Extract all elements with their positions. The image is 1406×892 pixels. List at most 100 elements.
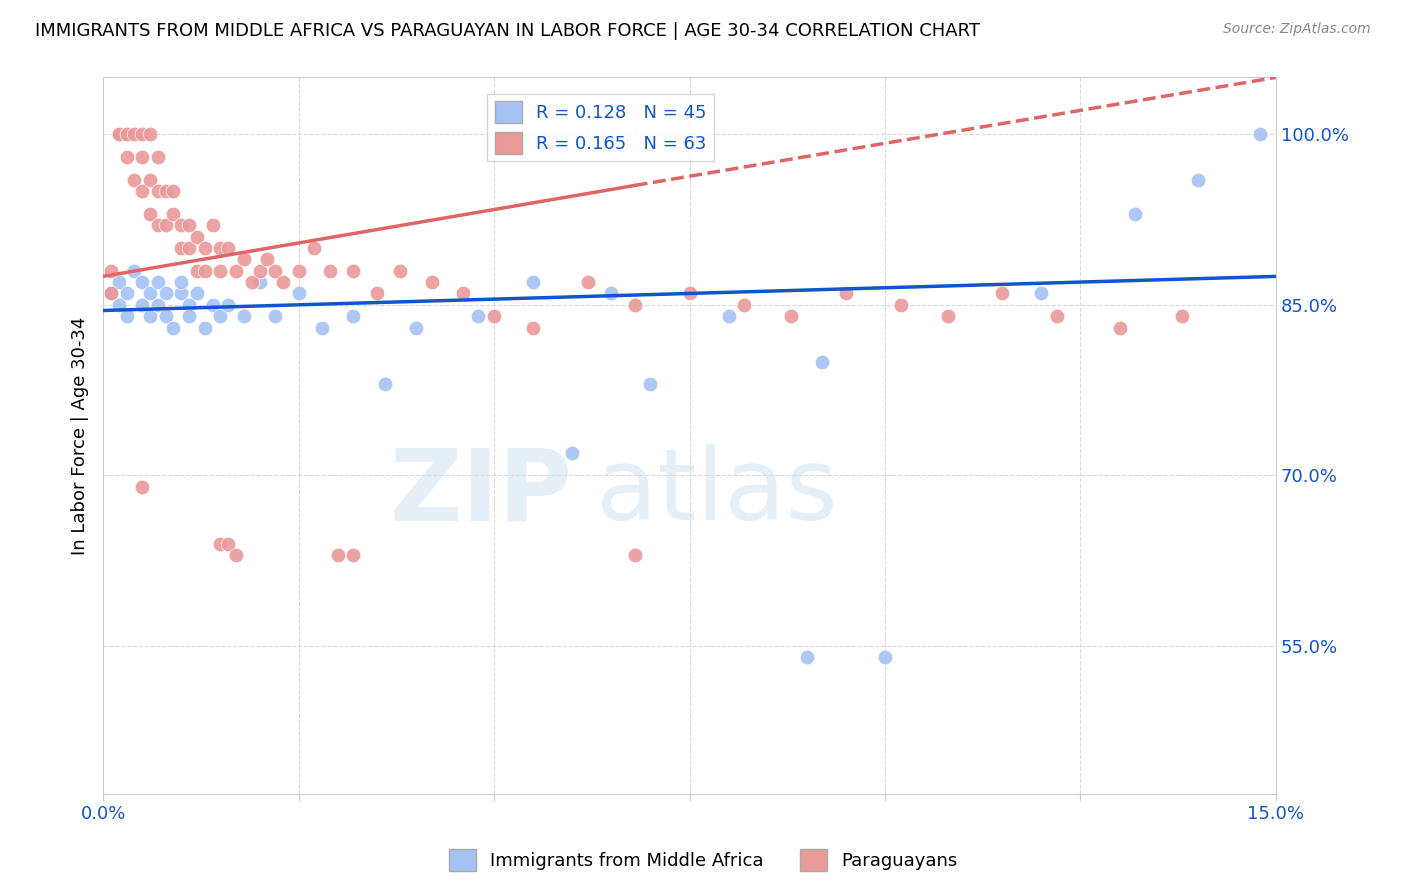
Point xyxy=(342,548,364,562)
Legend: Immigrants from Middle Africa, Paraguayans: Immigrants from Middle Africa, Paraguaya… xyxy=(441,842,965,879)
Point xyxy=(991,286,1014,301)
Point xyxy=(522,275,544,289)
Point xyxy=(420,275,443,289)
Point xyxy=(287,286,309,301)
Point xyxy=(131,128,153,142)
Point xyxy=(624,298,647,312)
Point xyxy=(366,286,388,301)
Point xyxy=(1249,128,1271,142)
Point xyxy=(201,298,224,312)
Point xyxy=(139,309,162,323)
Point xyxy=(131,480,153,494)
Point xyxy=(139,207,162,221)
Point xyxy=(179,298,201,312)
Point xyxy=(217,298,239,312)
Point xyxy=(264,263,287,277)
Point xyxy=(1123,207,1146,221)
Point xyxy=(139,128,162,142)
Point xyxy=(624,548,647,562)
Point xyxy=(124,263,146,277)
Point xyxy=(1046,309,1069,323)
Point xyxy=(264,309,287,323)
Point xyxy=(467,309,489,323)
Point xyxy=(162,320,184,334)
Point xyxy=(225,548,247,562)
Point xyxy=(100,263,122,277)
Point xyxy=(146,275,169,289)
Point xyxy=(342,309,364,323)
Point xyxy=(733,298,755,312)
Point xyxy=(107,298,129,312)
Point xyxy=(811,354,834,368)
Point xyxy=(186,286,208,301)
Point xyxy=(319,263,342,277)
Point xyxy=(179,241,201,255)
Point xyxy=(146,150,169,164)
Point xyxy=(302,241,325,255)
Point xyxy=(194,263,217,277)
Legend: R = 0.128   N = 45, R = 0.165   N = 63: R = 0.128 N = 45, R = 0.165 N = 63 xyxy=(488,94,714,161)
Point xyxy=(561,445,583,459)
Point xyxy=(374,377,396,392)
Point xyxy=(256,252,278,267)
Point xyxy=(451,286,474,301)
Point xyxy=(249,263,271,277)
Point xyxy=(107,128,129,142)
Point xyxy=(124,128,146,142)
Point xyxy=(179,309,201,323)
Point xyxy=(186,229,208,244)
Point xyxy=(890,298,912,312)
Point xyxy=(124,173,146,187)
Point xyxy=(225,263,247,277)
Point xyxy=(170,241,193,255)
Point xyxy=(131,298,153,312)
Point xyxy=(162,184,184,198)
Point xyxy=(522,320,544,334)
Point xyxy=(232,309,254,323)
Point xyxy=(115,309,138,323)
Point xyxy=(780,309,803,323)
Point xyxy=(835,286,858,301)
Point xyxy=(209,536,232,550)
Point xyxy=(100,286,122,301)
Point xyxy=(209,309,232,323)
Point xyxy=(194,241,217,255)
Point xyxy=(326,548,349,562)
Point xyxy=(717,309,740,323)
Point xyxy=(139,173,162,187)
Point xyxy=(170,219,193,233)
Point xyxy=(139,286,162,301)
Point xyxy=(170,275,193,289)
Point xyxy=(107,128,129,142)
Point xyxy=(186,263,208,277)
Point xyxy=(287,263,309,277)
Point xyxy=(311,320,333,334)
Point xyxy=(146,219,169,233)
Point xyxy=(405,320,427,334)
Point xyxy=(155,309,177,323)
Point xyxy=(1108,320,1130,334)
Point xyxy=(155,286,177,301)
Y-axis label: In Labor Force | Age 30-34: In Labor Force | Age 30-34 xyxy=(72,317,89,555)
Point xyxy=(115,128,138,142)
Point xyxy=(146,298,169,312)
Point xyxy=(107,275,129,289)
Point xyxy=(1171,309,1194,323)
Point xyxy=(936,309,959,323)
Text: IMMIGRANTS FROM MIDDLE AFRICA VS PARAGUAYAN IN LABOR FORCE | AGE 30-34 CORRELATI: IMMIGRANTS FROM MIDDLE AFRICA VS PARAGUA… xyxy=(35,22,980,40)
Text: atlas: atlas xyxy=(596,444,838,541)
Point xyxy=(170,286,193,301)
Point xyxy=(115,286,138,301)
Point xyxy=(796,650,818,665)
Point xyxy=(217,241,239,255)
Point xyxy=(1031,286,1053,301)
Point xyxy=(115,128,138,142)
Point xyxy=(100,286,122,301)
Point xyxy=(162,207,184,221)
Point xyxy=(1187,173,1209,187)
Point xyxy=(146,184,169,198)
Point xyxy=(576,275,599,289)
Point xyxy=(217,536,239,550)
Point xyxy=(232,252,254,267)
Point xyxy=(209,241,232,255)
